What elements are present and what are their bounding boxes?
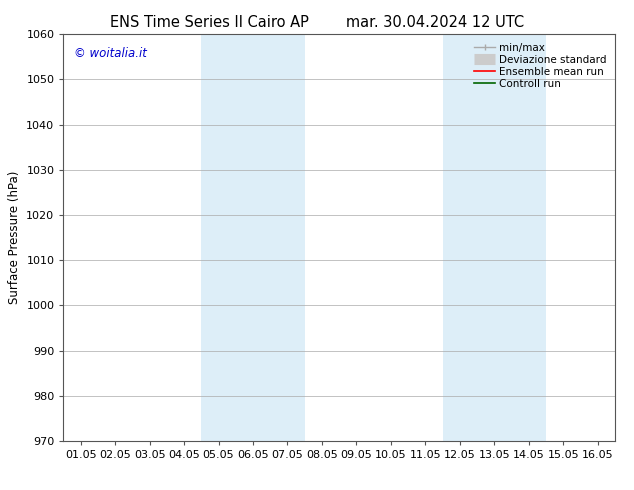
Bar <box>202 34 305 441</box>
Bar <box>443 34 546 441</box>
Legend: min/max, Deviazione standard, Ensemble mean run, Controll run: min/max, Deviazione standard, Ensemble m… <box>471 40 610 92</box>
Text: ENS Time Series Il Cairo AP        mar. 30.04.2024 12 UTC: ENS Time Series Il Cairo AP mar. 30.04.2… <box>110 15 524 30</box>
Text: © woitalia.it: © woitalia.it <box>74 47 147 59</box>
Y-axis label: Surface Pressure (hPa): Surface Pressure (hPa) <box>8 171 21 304</box>
